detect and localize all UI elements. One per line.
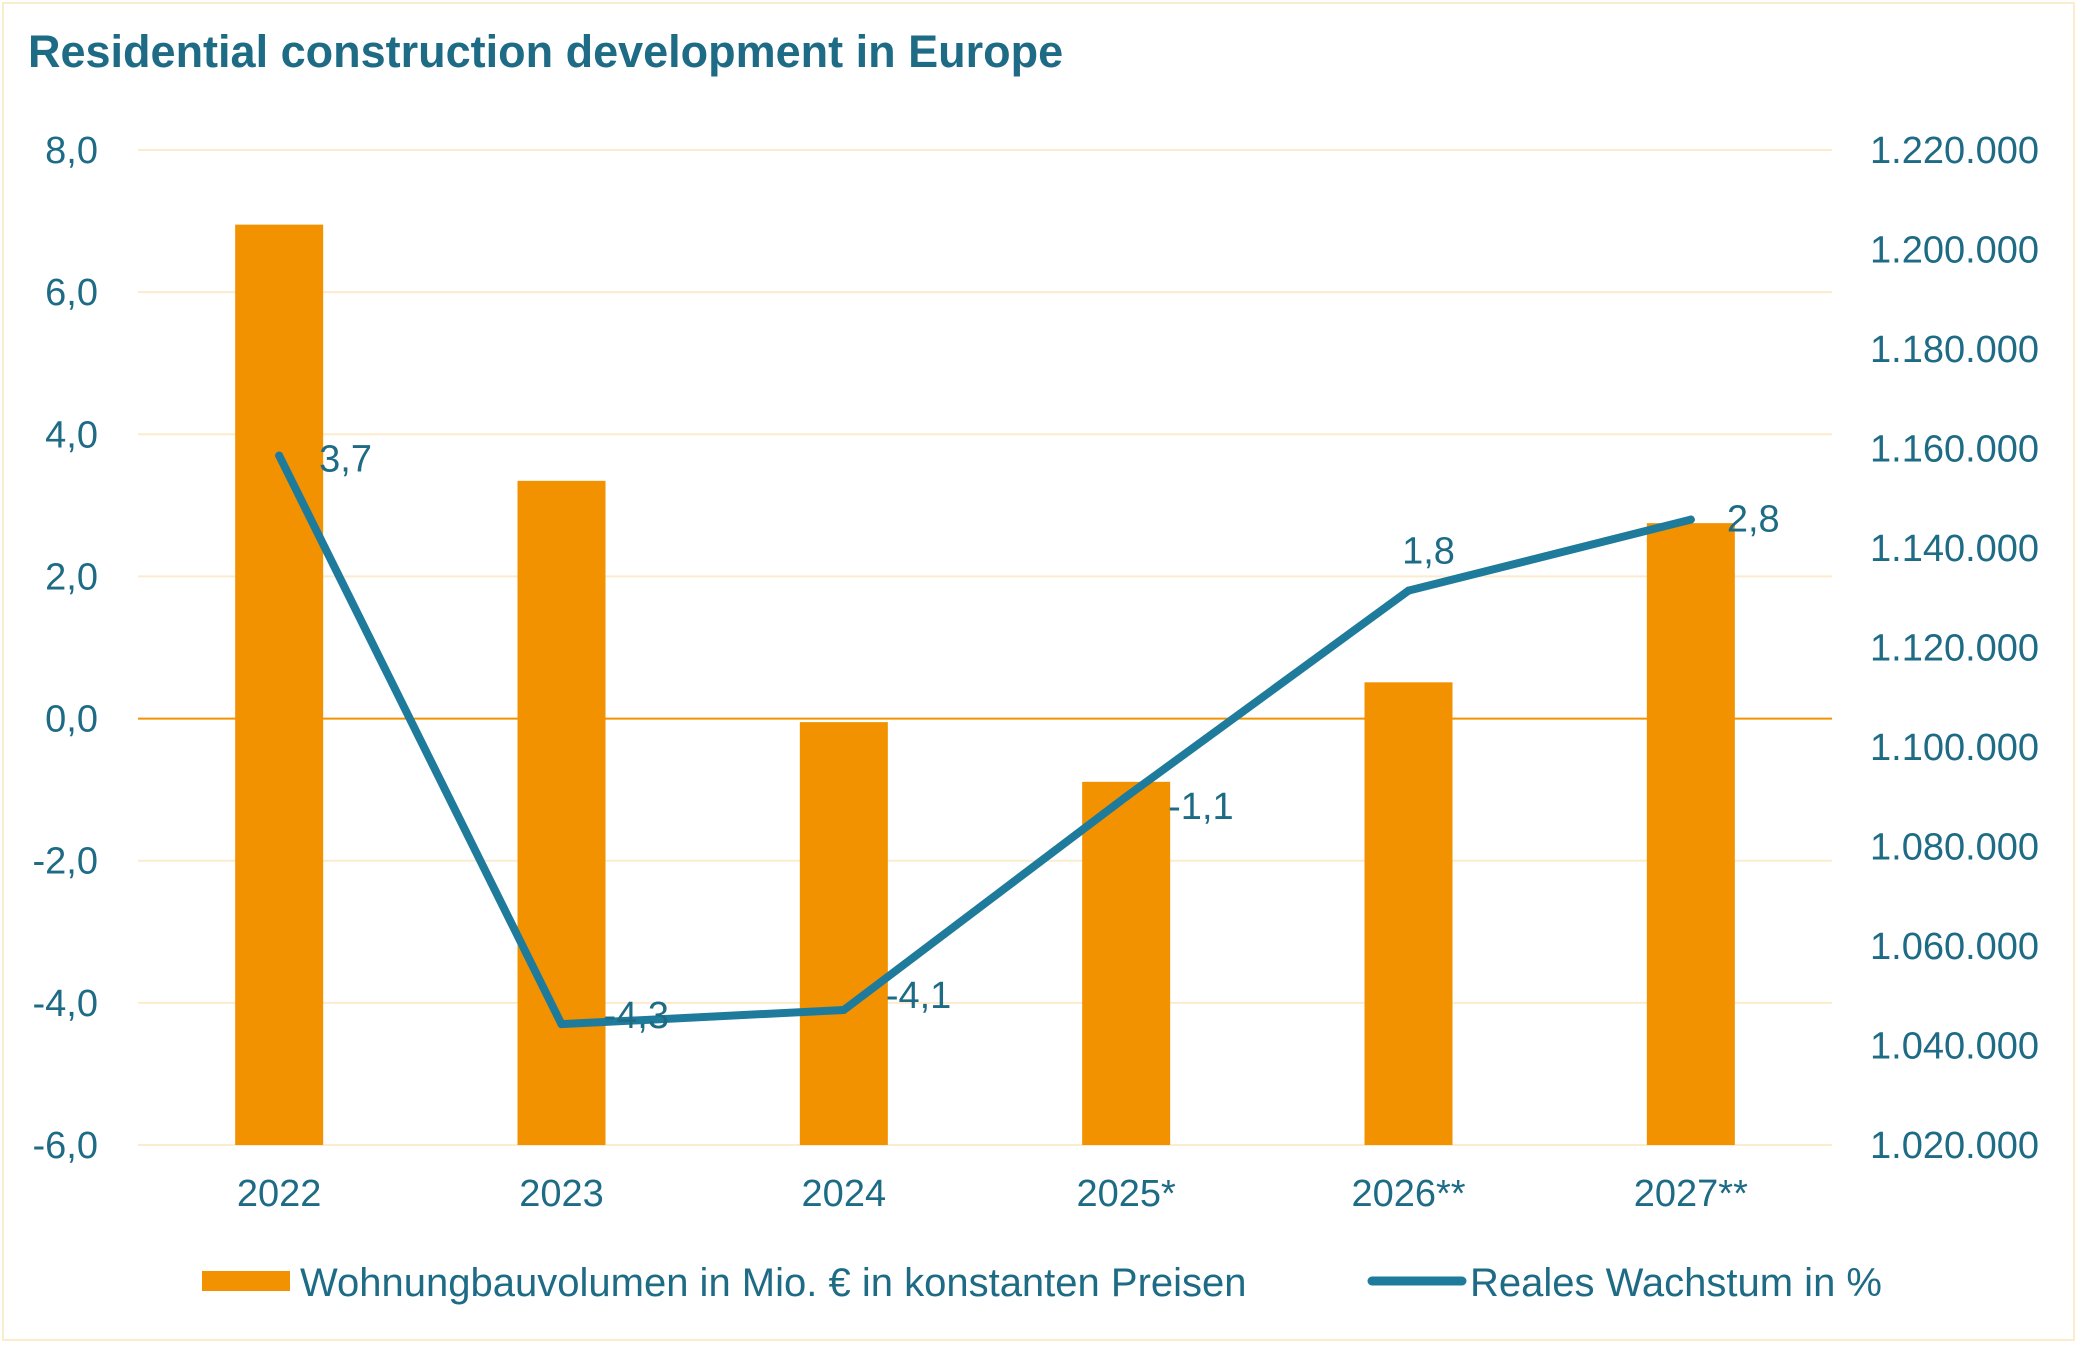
y-left-tick-label: -6,0 xyxy=(33,1125,98,1167)
legend-bar-label: Wohnungbauvolumen in Mio. € in konstante… xyxy=(300,1261,1247,1305)
y-left-tick-label: -2,0 xyxy=(33,841,98,883)
legend-line-label: Reales Wachstum in % xyxy=(1470,1261,1882,1305)
bar xyxy=(1364,682,1453,1145)
y-left-tick-label: 2,0 xyxy=(45,556,98,598)
axis-ticks: 8,0 6,0 4,0 2,0 0,0 -2,0 -4,0 -6,0 1.220.000 1.20… xyxy=(33,130,2040,1215)
legend-bar-swatch xyxy=(202,1271,290,1291)
x-tick-label: 2027** xyxy=(1634,1173,1748,1215)
growth-line xyxy=(275,451,1695,1029)
line-point xyxy=(1686,515,1695,524)
y-right-tick-label: 1.100.000 xyxy=(1870,727,2039,769)
line-data-label: -1,1 xyxy=(1168,786,1233,828)
line-point xyxy=(1404,586,1413,595)
line-data-label: 2,8 xyxy=(1727,499,1780,541)
y-left-tick-label: 6,0 xyxy=(45,272,98,314)
chart-title: Residential construction development in … xyxy=(28,26,1064,77)
data-labels: 3,7 -4,3 -4,1 -1,1 1,8 2,8 xyxy=(319,439,1779,1038)
x-tick-label: 2022 xyxy=(237,1173,322,1215)
line-data-label: 3,7 xyxy=(319,439,372,481)
y-left-tick-label: 4,0 xyxy=(45,414,98,456)
line-point xyxy=(557,1020,566,1029)
x-tick-label: 2025* xyxy=(1077,1173,1177,1215)
y-right-tick-label: 1.020.000 xyxy=(1870,1125,2039,1167)
line-data-label: -4,1 xyxy=(886,975,951,1017)
y-right-tick-label: 1.200.000 xyxy=(1870,230,2039,272)
bar xyxy=(799,722,888,1145)
x-tick-label: 2026** xyxy=(1351,1173,1465,1215)
bar xyxy=(235,224,324,1145)
y-left-tick-label: -4,0 xyxy=(33,983,98,1025)
bar xyxy=(1646,523,1735,1145)
bar xyxy=(517,480,606,1145)
y-right-tick-label: 1.040.000 xyxy=(1870,1026,2039,1068)
legend: Wohnungbauvolumen in Mio. € in konstante… xyxy=(202,1261,1882,1305)
line-point xyxy=(275,451,284,460)
line-data-label: 1,8 xyxy=(1402,531,1455,573)
y-right-tick-label: 1.080.000 xyxy=(1870,827,2039,869)
y-right-tick-label: 1.120.000 xyxy=(1870,628,2039,670)
y-right-tick-label: 1.140.000 xyxy=(1870,528,2039,570)
y-right-tick-label: 1.060.000 xyxy=(1870,926,2039,968)
grid-lines xyxy=(138,149,1832,1146)
x-tick-label: 2023 xyxy=(519,1173,604,1215)
bar xyxy=(1082,781,1171,1145)
line-point xyxy=(1122,792,1131,801)
x-tick-label: 2024 xyxy=(802,1173,887,1215)
line-series xyxy=(275,451,1695,1029)
y-left-tick-label: 0,0 xyxy=(45,699,98,741)
line-data-label: -4,3 xyxy=(604,995,669,1037)
bar-series xyxy=(235,224,1735,1145)
y-right-tick-label: 1.220.000 xyxy=(1870,130,2039,172)
y-right-tick-label: 1.160.000 xyxy=(1870,429,2039,471)
y-left-tick-label: 8,0 xyxy=(45,130,98,172)
line-point xyxy=(839,1005,848,1014)
y-right-tick-label: 1.180.000 xyxy=(1870,329,2039,371)
